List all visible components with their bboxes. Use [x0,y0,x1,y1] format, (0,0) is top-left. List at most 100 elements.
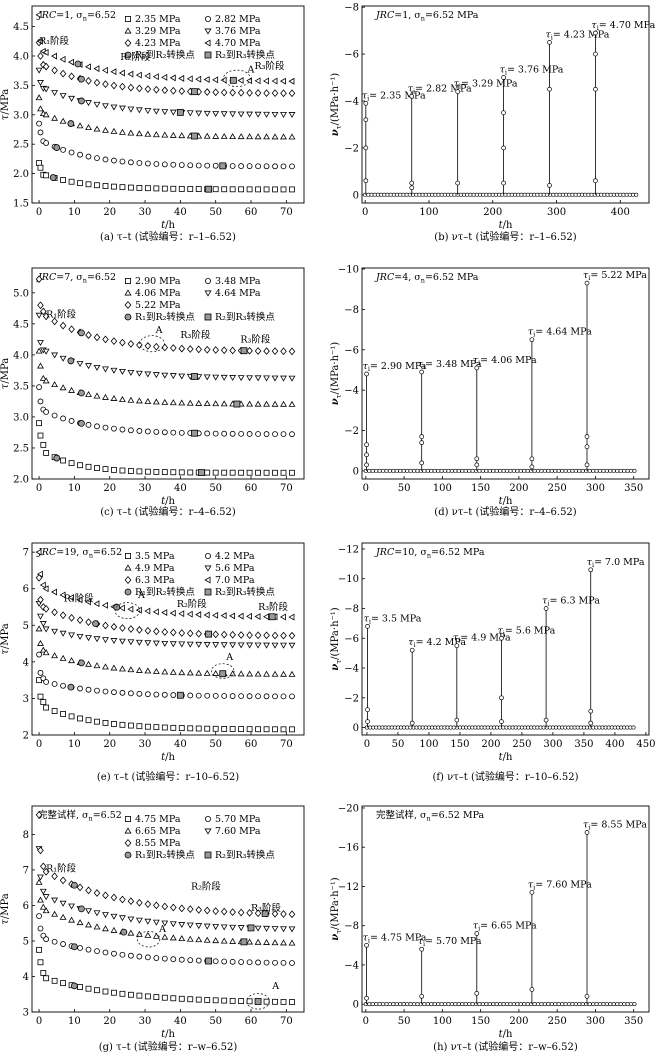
data-point [85,463,92,470]
stage-72: τi= 5.70 MPa [418,936,482,1005]
data-point [280,133,287,140]
data-point [161,628,169,636]
data-point [110,367,118,374]
data-point [51,977,58,984]
data-point [573,468,578,473]
data-point [59,93,67,100]
data-point [111,689,117,696]
data-point [178,995,185,1002]
data-point [632,468,637,473]
series-3.48-MPa [36,384,295,438]
mid-point [547,86,552,92]
data-point [487,468,492,473]
data-point [178,610,185,618]
data-point [398,468,403,473]
data-point [553,1002,558,1007]
data-point [246,908,253,917]
data-point [59,913,67,920]
x-tick-label: 10 [68,739,81,750]
data-point [127,666,135,673]
data-point [43,936,50,943]
peak-point [409,647,415,653]
data-point [398,1002,403,1007]
stage-216: τi= 4.64 MPa [528,327,592,471]
data-point [170,903,177,912]
x-tick-label: 50 [392,739,405,750]
data-point [161,469,168,476]
data-point [85,908,92,915]
data-point [436,1002,441,1007]
data-point [280,999,287,1005]
data-point [136,185,143,191]
data-point [37,874,44,881]
data-point [102,925,109,932]
data-point [195,936,203,943]
data-point [111,721,117,727]
data-point [36,420,42,427]
data-point [187,186,194,192]
mid-point [364,995,369,1001]
data-point [94,687,100,694]
data-point [178,429,185,436]
data-point [195,399,203,406]
data-point [127,396,135,403]
data-point [195,957,202,964]
data-point [288,400,296,407]
mid-point [584,462,590,468]
data-point [110,68,117,76]
x-tick-label: 70 [280,739,293,750]
point-a-ellipse [139,335,165,353]
data-point [246,612,253,620]
legend-label-conv1: R₁到R₂转换点 [135,586,195,598]
data-point [77,151,83,158]
mid-point [419,993,425,999]
data-point [212,937,220,944]
data-point [169,373,177,380]
data-point [128,184,134,191]
y-tick-label: −6 [344,345,359,356]
data-point [246,346,253,355]
data-point [238,469,245,476]
data-point [51,114,59,121]
data-point [203,374,211,381]
data-point [272,959,278,966]
peak-point [529,889,535,895]
data-point [634,192,639,197]
data-point [263,938,270,945]
data-point [136,898,143,907]
data-point [39,621,47,628]
chart-panel-f: 0 50 100 150 200 250 300 350 400 450 0 −2 −4 −6 −8 −10 −… [330,542,655,783]
data-point [195,996,202,1003]
mid-point [529,464,535,470]
data-point [288,631,296,640]
data-point [254,938,262,945]
data-point [439,468,444,473]
data-point [84,63,91,71]
data-point [144,931,152,938]
data-point [279,77,286,85]
x-tick-label: 350 [624,483,643,494]
data-point [51,352,59,359]
data-point [615,1002,620,1007]
y-tick-label: −10 [338,574,359,585]
conversion-point [78,905,85,913]
stage-0: τi= 2.90 MPa [363,361,427,471]
data-point [238,163,245,169]
data-point [93,125,101,132]
data-point [480,1002,485,1007]
data-point [263,89,270,97]
data-point [246,400,254,407]
data-point [508,1002,513,1007]
y-tick-label: −10 [338,265,359,276]
data-point [111,183,117,190]
x-tick-label: 10 [68,1016,81,1027]
peak-point [365,623,370,629]
data-point [522,468,527,473]
data-point [35,11,42,19]
legend-marker [124,839,132,847]
data-point [255,469,261,476]
legend-marker [204,15,211,22]
mid-point [364,442,369,448]
conversion-point [219,162,227,170]
data-point [178,956,185,963]
